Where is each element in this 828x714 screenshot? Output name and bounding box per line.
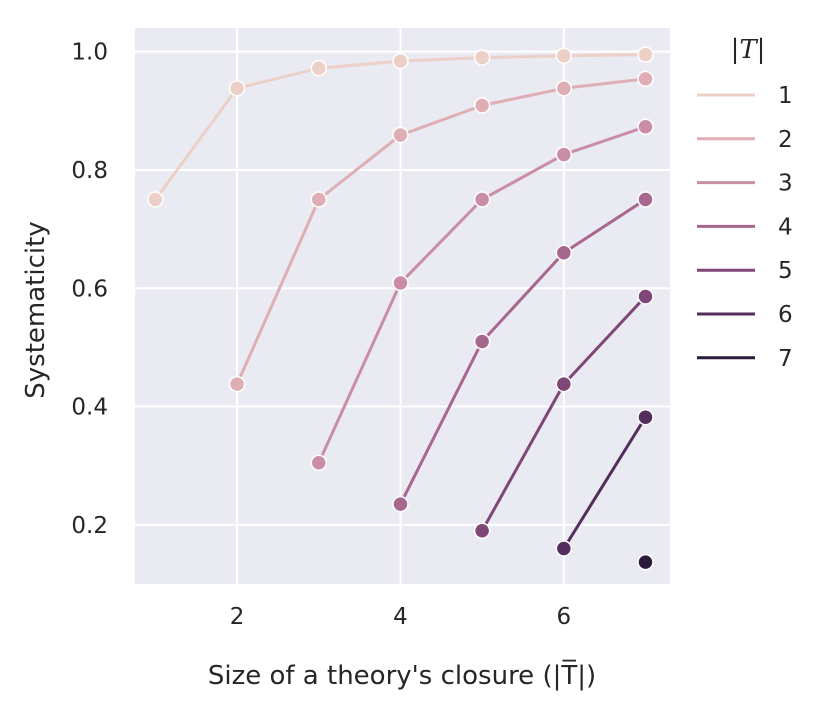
series-line-4 [399,198,647,505]
data-point-5 [473,522,491,540]
data-point-7 [637,553,654,571]
legend-title: |T| [731,35,766,65]
data-point-5 [555,375,573,393]
legend-label-6: 6 [778,302,793,328]
y-tick-label: 0.8 [71,158,108,184]
legend-label-1: 1 [778,83,793,109]
data-point-1 [392,52,409,70]
data-point-3 [310,454,328,471]
data-point-2 [555,80,573,97]
data-point-4 [637,191,654,208]
series-line-6 [562,416,647,550]
data-point-6 [555,540,573,557]
data-point-3 [555,146,573,163]
legend-label-2: 2 [778,127,793,153]
y-tick-label: 1.0 [71,40,108,66]
data-point-1 [637,46,654,63]
data-point-1 [473,49,491,66]
data-point-2 [473,97,491,114]
data-point-2 [310,191,328,208]
legend-label-7: 7 [778,346,793,372]
data-point-1 [310,59,328,77]
data-point-3 [637,118,654,136]
y-tick-label: 0.6 [71,276,108,302]
data-point-4 [473,333,491,350]
y-tick-label: 0.2 [71,513,108,539]
legend-label-3: 3 [778,171,793,197]
legend: |T| 1 2 3 4 5 6 7 [697,35,793,372]
y-axis-label: Systematicity [21,221,51,398]
legend-label-4: 4 [778,214,793,240]
data-point-2 [392,126,409,144]
x-tick-labels: 2 4 6 [230,604,571,630]
series-line-2 [235,77,646,385]
data-point-6 [637,408,654,426]
data-point-2 [637,70,654,88]
data-point-5 [637,288,654,305]
series-points [147,46,654,571]
x-tick-label: 6 [556,604,571,630]
data-point-3 [473,191,491,208]
data-point-1 [147,191,164,208]
legend-label-5: 5 [778,258,793,284]
data-point-1 [555,47,573,65]
data-point-4 [555,244,573,262]
plot-background [135,28,670,584]
x-tick-label: 2 [230,604,245,630]
x-axis-label: Size of a theory's closure (|T̅|) [208,659,596,691]
x-tick-label: 4 [393,604,408,630]
data-point-1 [228,80,246,97]
data-point-3 [392,274,409,292]
data-point-2 [228,375,246,393]
y-tick-label: 0.4 [71,395,108,421]
y-tick-labels: 0.2 0.4 0.6 0.8 1.0 [71,40,108,539]
data-point-4 [392,495,409,513]
